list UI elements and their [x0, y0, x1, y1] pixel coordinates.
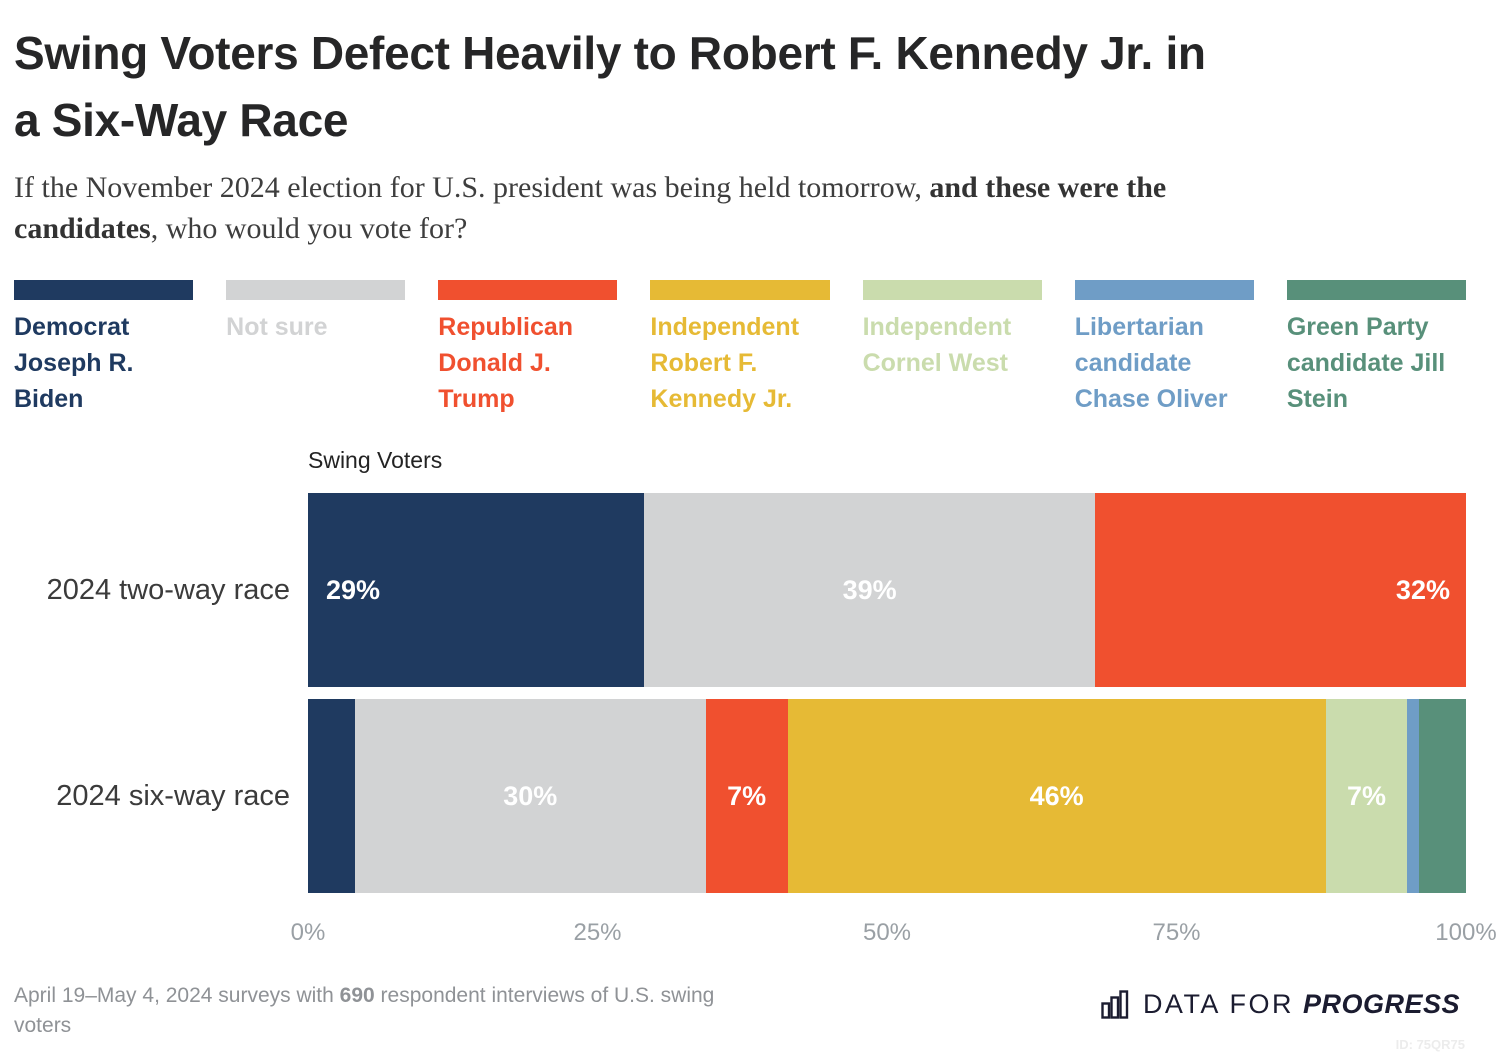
axis-tick-label: 0% [290, 919, 326, 946]
legend-swatch [650, 280, 830, 300]
legend-swatch [226, 280, 406, 300]
stacked-bar-chart: Swing Voters 2024 two-way race 29% 39% 32% 2… [14, 447, 1497, 949]
bar-segment: 7% [705, 699, 788, 893]
brand-prefix: DATA FOR [1142, 989, 1294, 1019]
axis-tick-label: 25% [573, 919, 622, 946]
legend: Democrat Joseph R. Biden Not sure Republic… [14, 280, 1486, 417]
legend-label: Green Party candidate Jill Stein [1286, 313, 1446, 413]
legend-item: Independent Cornel West [862, 280, 1042, 417]
axis-tick-label: 50% [862, 919, 912, 946]
stacked-bar: 30% 7% 46% 7% [308, 699, 1466, 893]
stacked-bar: 29% 39% 32% [308, 493, 1466, 687]
bar-segment: 30% [354, 699, 706, 893]
legend-item: Independent Robert F. Kennedy Jr. [650, 280, 830, 417]
legend-item: Green Party candidate Jill Stein [1286, 280, 1466, 417]
legend-swatch [1074, 280, 1254, 300]
bar-segment [1419, 699, 1466, 893]
legend-item: Republican Donald J. Trump [438, 280, 618, 417]
title-line-2: a Six-Way Race [14, 94, 349, 146]
bar-segment: 7% [1325, 699, 1408, 893]
text-run: and these were the [929, 171, 1167, 204]
chart-row: 2024 six-way race 30% 7% 46% 7% [14, 699, 1466, 893]
legend-label: Not sure [226, 313, 328, 341]
legend-label: Democrat Joseph R. Biden [14, 313, 134, 413]
chart-row: 2024 two-way race 29% 39% 32% [14, 493, 1466, 687]
legend-swatch [438, 280, 618, 300]
text-run: 690 [339, 984, 375, 1007]
legend-label: Independent Robert F. Kennedy Jr. [650, 313, 800, 413]
bar-segment: 32% [1095, 493, 1466, 687]
legend-label: Independent Cornel West [862, 313, 1012, 377]
legend-swatch [862, 280, 1042, 300]
text-run: candidates [14, 212, 151, 245]
legend-swatch [14, 280, 194, 300]
row-label: 2024 six-way race [56, 779, 290, 812]
chart-id: ID: 75QR75 [1395, 1037, 1465, 1052]
footer: April 19–May 4, 2024 surveys with 690 re… [14, 981, 1486, 1041]
survey-note: April 19–May 4, 2024 surveys with 690 re… [14, 981, 759, 1041]
title-line-1: Swing Voters Defect Heavily to Robert F.… [14, 27, 1206, 79]
legend-item: Not sure [226, 280, 406, 417]
chart-rows: 2024 two-way race 29% 39% 32% 2024 six-way r… [14, 493, 1466, 893]
legend-label: Republican Donald J. Trump [438, 313, 574, 413]
legend-swatch [1286, 280, 1466, 300]
text-run: respondent interviews of U.S. swing vote… [14, 984, 715, 1037]
bar-segment: 46% [787, 699, 1326, 893]
text-run: , who would you vote for? [150, 212, 468, 245]
subtitle-line-1: If the November 2024 election for U.S. p… [14, 167, 1486, 208]
axis-tick-label: 100% [1435, 919, 1497, 946]
text-run: If the November 2024 election for U.S. p… [14, 171, 930, 204]
page-title: Swing Voters Defect Heavily to Robert F.… [14, 20, 1486, 154]
chart-subtitle: If the November 2024 election for U.S. p… [14, 167, 1486, 249]
text-run: April 19–May 4, 2024 surveys with [14, 984, 340, 1007]
row-label: 2024 two-way race [46, 573, 290, 606]
x-axis: 0% 25% 50% 75% 100% [291, 919, 1497, 949]
bar-segment [1407, 699, 1420, 893]
bar-chart-icon [1101, 990, 1143, 1019]
brand-name: PROGRESS [1302, 989, 1460, 1019]
data-for-progress-logo: DATA FOR PROGRESS [1101, 989, 1460, 1020]
bar-segment: 39% [643, 493, 1096, 687]
axis-tick-label: 75% [1152, 919, 1201, 946]
legend-item: Libertarian candidate Chase Oliver [1074, 280, 1254, 417]
bar-segment [308, 699, 355, 893]
subtitle-line-2: candidates, who would you vote for? [14, 208, 1486, 249]
chart-group-label: Swing Voters [308, 447, 443, 473]
legend-item: Democrat Joseph R. Biden [14, 280, 194, 417]
legend-label: Libertarian candidate Chase Oliver [1074, 313, 1228, 413]
bar-segment: 29% [308, 493, 644, 687]
